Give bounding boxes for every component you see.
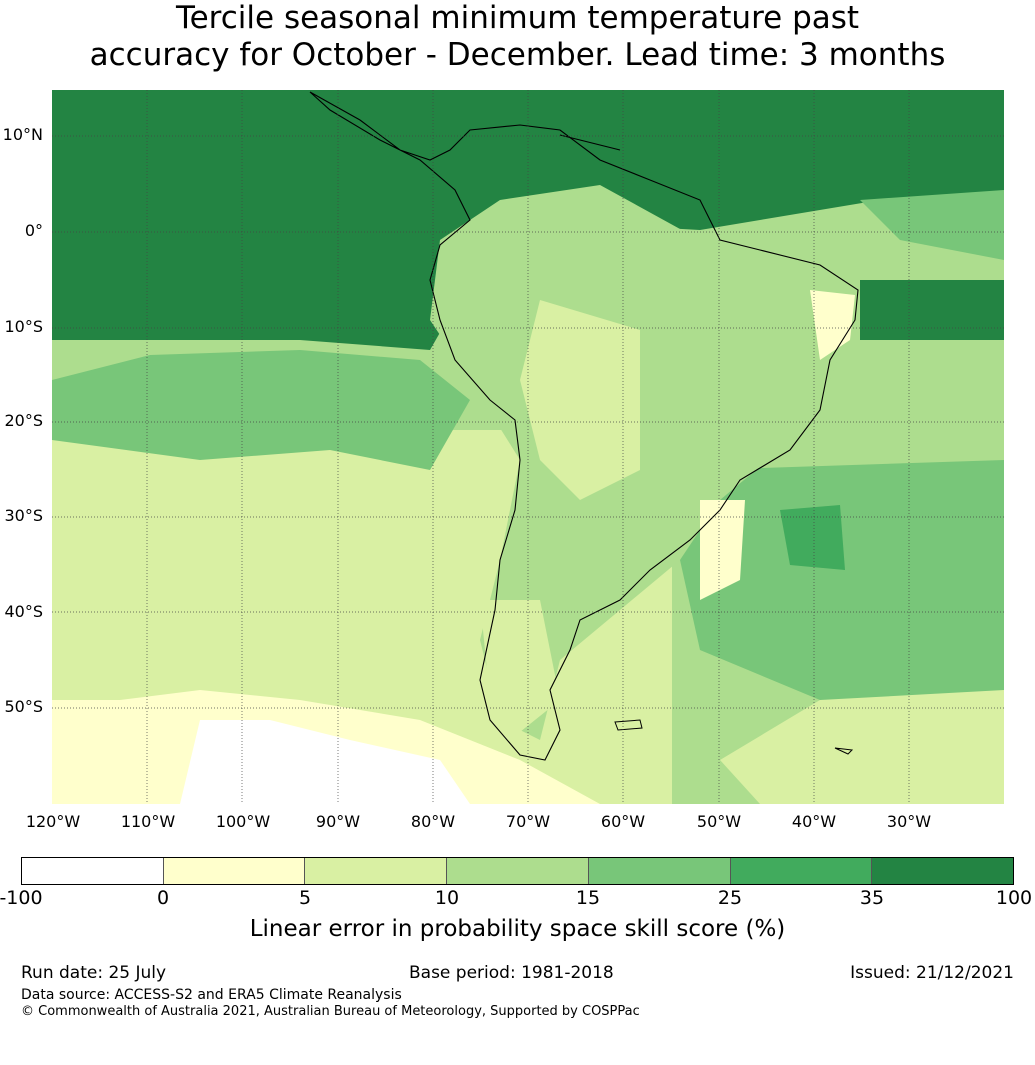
continent-central-patch (520, 300, 640, 500)
colorbar-tick: 5 (298, 887, 312, 909)
colorbar (21, 857, 1014, 885)
title-line-2: accuracy for October - December. Lead ti… (89, 37, 946, 73)
south-georgia (834, 747, 854, 755)
lat-label-50s: 50°S (4, 697, 43, 716)
colorbar-tick: 10 (434, 887, 460, 909)
colorbar-tick: 25 (717, 887, 743, 909)
issued-date: Issued: 21/12/2021 (850, 963, 1014, 983)
band-south-atlantic (680, 460, 1004, 700)
lat-label-40s: 40°S (4, 602, 43, 621)
band-atlantic-eq (860, 190, 1004, 260)
lon-label-120w: 120°W (25, 812, 81, 831)
river-plate-patch (700, 500, 745, 600)
colorbar-seg-3 (305, 858, 448, 884)
data-source: Data source: ACCESS-S2 and ERA5 Climate … (21, 987, 402, 1003)
colorbar-seg-2 (163, 858, 306, 884)
lon-label-30w: 30°W (886, 812, 932, 831)
colorbar-tick: -100 (0, 887, 43, 909)
lat-label-0: 0° (24, 221, 43, 240)
title-line-1: Tercile seasonal minimum temperature pas… (175, 0, 860, 36)
patch-south-atlantic (780, 505, 845, 570)
colorbar-tick: 100 (995, 887, 1033, 909)
lat-label-10n: 10°N (2, 125, 43, 144)
colorbar-seg-6 (730, 858, 873, 884)
lat-label-10s: 10°S (4, 317, 43, 336)
band-far-south-atlantic (720, 690, 1004, 804)
base-period: Base period: 1981-2018 (409, 963, 614, 983)
colorbar-seg-4 (447, 858, 589, 884)
continent-ne-patch (810, 290, 855, 360)
lon-label-50w: 50°W (696, 812, 742, 831)
falkland-islands (614, 719, 643, 731)
lon-label-80w: 80°W (410, 812, 456, 831)
colorbar-seg-1 (22, 858, 164, 884)
lat-label-30s: 30°S (4, 506, 43, 525)
colorbar-tick: 0 (156, 887, 170, 909)
skill-score-map (52, 90, 1004, 804)
colorbar-tick: 35 (859, 887, 885, 909)
colorbar-label: Linear error in probability space skill … (249, 916, 786, 942)
band-no-skill (180, 720, 470, 804)
band-atlantic-brazil (860, 280, 1004, 340)
band-mid-pacific (52, 350, 470, 470)
colorbar-seg-5 (588, 858, 731, 884)
caribbean-coast (559, 134, 621, 151)
gridlines (52, 90, 1004, 804)
lon-label-90w: 90°W (315, 812, 361, 831)
lon-label-100w: 100°W (215, 812, 271, 831)
patagonia-patch (480, 600, 560, 740)
chart-title: Tercile seasonal minimum temperature pas… (0, 0, 1035, 74)
lon-label-60w: 60°W (600, 812, 646, 831)
run-date: Run date: 25 July (21, 963, 167, 983)
lon-label-70w: 70°W (505, 812, 551, 831)
copyright: © Commonwealth of Australia 2021, Austra… (21, 1004, 640, 1019)
lon-label-110w: 110°W (120, 812, 176, 831)
colorbar-seg-7 (872, 858, 1014, 884)
colorbar-tick: 15 (575, 887, 601, 909)
lon-label-40w: 40°W (791, 812, 837, 831)
coastline (309, 91, 859, 761)
lat-label-20s: 20°S (4, 411, 43, 430)
